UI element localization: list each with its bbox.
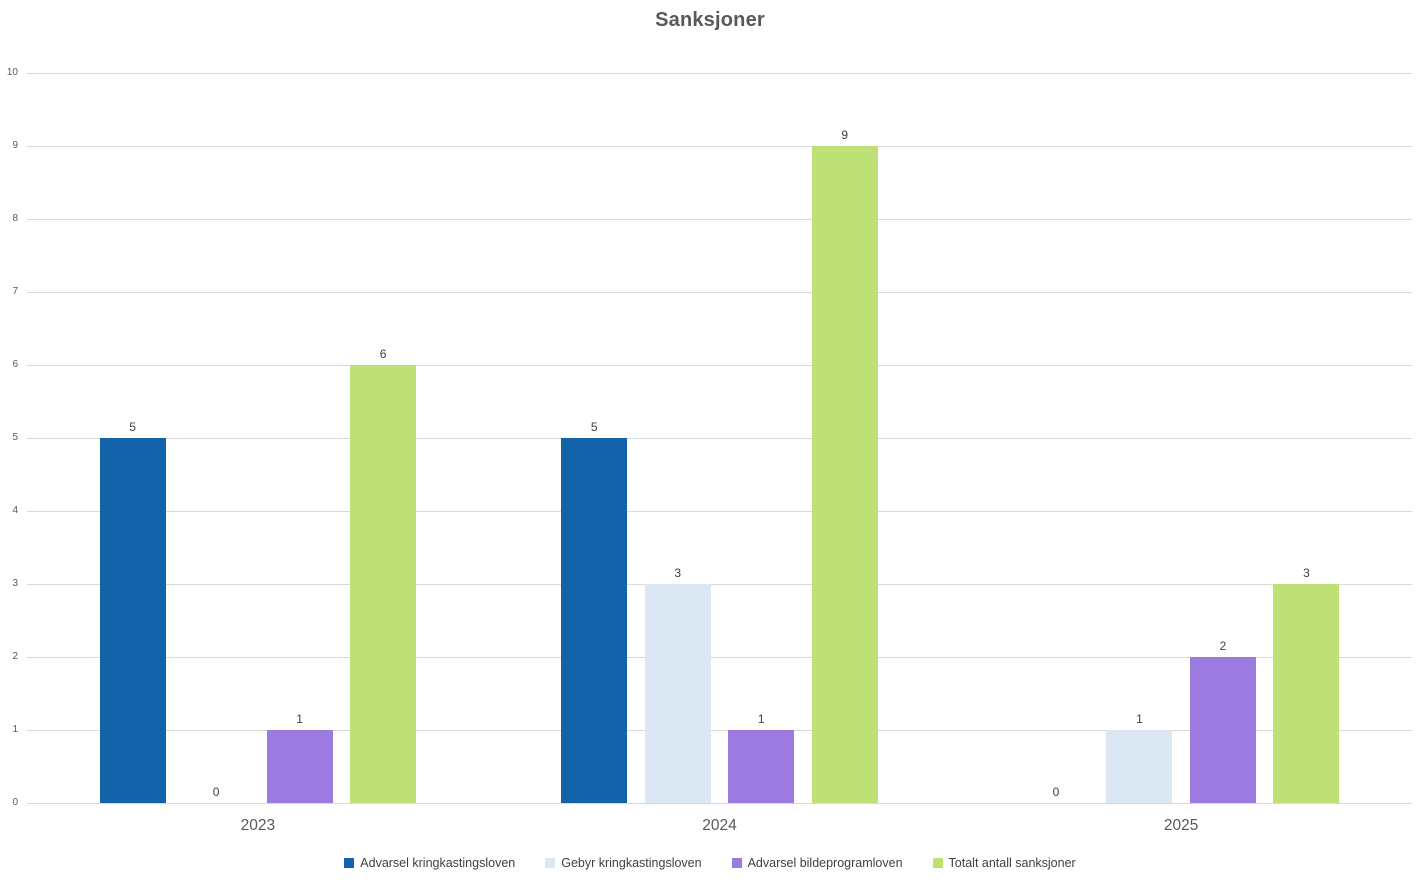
y-axis-tick-label: 4 [12, 505, 18, 516]
x-axis-category-label: 2025 [1163, 817, 1199, 834]
gridline [27, 218, 1412, 220]
y-axis-tick-label: 0 [12, 797, 18, 808]
bar-value-label: 5 [129, 420, 136, 434]
bar-value-label: 1 [757, 712, 765, 726]
y-axis-tick-label: 2 [12, 651, 18, 662]
legend: Advarsel kringkastingsloven Gebyr kringka… [0, 856, 1420, 870]
y-axis-tick-label: 9 [12, 140, 18, 151]
gridline [27, 510, 1412, 512]
y-axis-tick-label: 5 [12, 432, 18, 443]
bar [561, 438, 628, 803]
bar-value-label: 1 [296, 712, 303, 726]
bar [350, 365, 417, 803]
bar [1106, 730, 1173, 803]
gridline [27, 656, 1412, 658]
gridline [27, 291, 1412, 293]
legend-item: Advarsel bildeprogramloven [731, 856, 903, 870]
legend-swatch [545, 858, 556, 868]
bar [1189, 657, 1256, 803]
bar-value-label: 3 [1303, 566, 1310, 580]
bar-value-label: 5 [590, 420, 598, 434]
plot-area: 5 0 1 6 5 3 1 9 0 1 2 3 [27, 72, 1412, 804]
y-axis-tick-label: 3 [12, 578, 18, 589]
legend-swatch [731, 858, 742, 868]
bar [266, 730, 333, 803]
bar-value-label: 0 [1052, 785, 1060, 799]
legend-item: Advarsel kringkastingsloven [344, 856, 515, 870]
x-axis-category-label: 2024 [702, 817, 737, 834]
y-axis-tick-label: 7 [12, 286, 18, 297]
gridline [27, 729, 1412, 731]
y-axis-tick-label: 6 [12, 359, 18, 370]
legend-swatch [932, 858, 943, 868]
gridline [27, 364, 1412, 366]
bar-value-label: 0 [212, 785, 220, 799]
bar-value-label: 9 [841, 128, 849, 142]
chart-title: Sanksjoner [655, 9, 765, 31]
bar [644, 584, 711, 803]
legend-label: Gebyr kringkastingsloven [561, 856, 702, 870]
y-axis-tick-label: 8 [12, 213, 18, 224]
bar-value-label: 3 [674, 566, 682, 580]
gridline [27, 583, 1412, 585]
x-axis: 2023 2024 2025 [27, 817, 1412, 837]
gridline [27, 437, 1412, 439]
legend-label: Totalt antall sanksjoner [948, 856, 1076, 870]
bar-value-label: 1 [1136, 712, 1143, 726]
bar-value-label: 2 [1219, 639, 1227, 653]
legend-label: Advarsel bildeprogramloven [747, 856, 903, 870]
legend-swatch [344, 858, 355, 868]
gridline [27, 72, 1412, 74]
legend-item: Totalt antall sanksjoner [932, 856, 1076, 870]
gridline [27, 802, 1412, 804]
bar [728, 730, 795, 803]
bar [811, 146, 878, 803]
legend-item: Gebyr kringkastingsloven [545, 856, 702, 870]
bar-value-label: 6 [379, 347, 387, 361]
y-axis-tick-label: 1 [12, 724, 18, 735]
legend-label: Advarsel kringkastingsloven [360, 856, 516, 870]
x-axis-category-label: 2023 [240, 817, 276, 834]
y-axis-tick-label: 10 [6, 67, 18, 78]
bar [1273, 584, 1340, 803]
bar [99, 438, 166, 803]
gridline [27, 145, 1412, 147]
